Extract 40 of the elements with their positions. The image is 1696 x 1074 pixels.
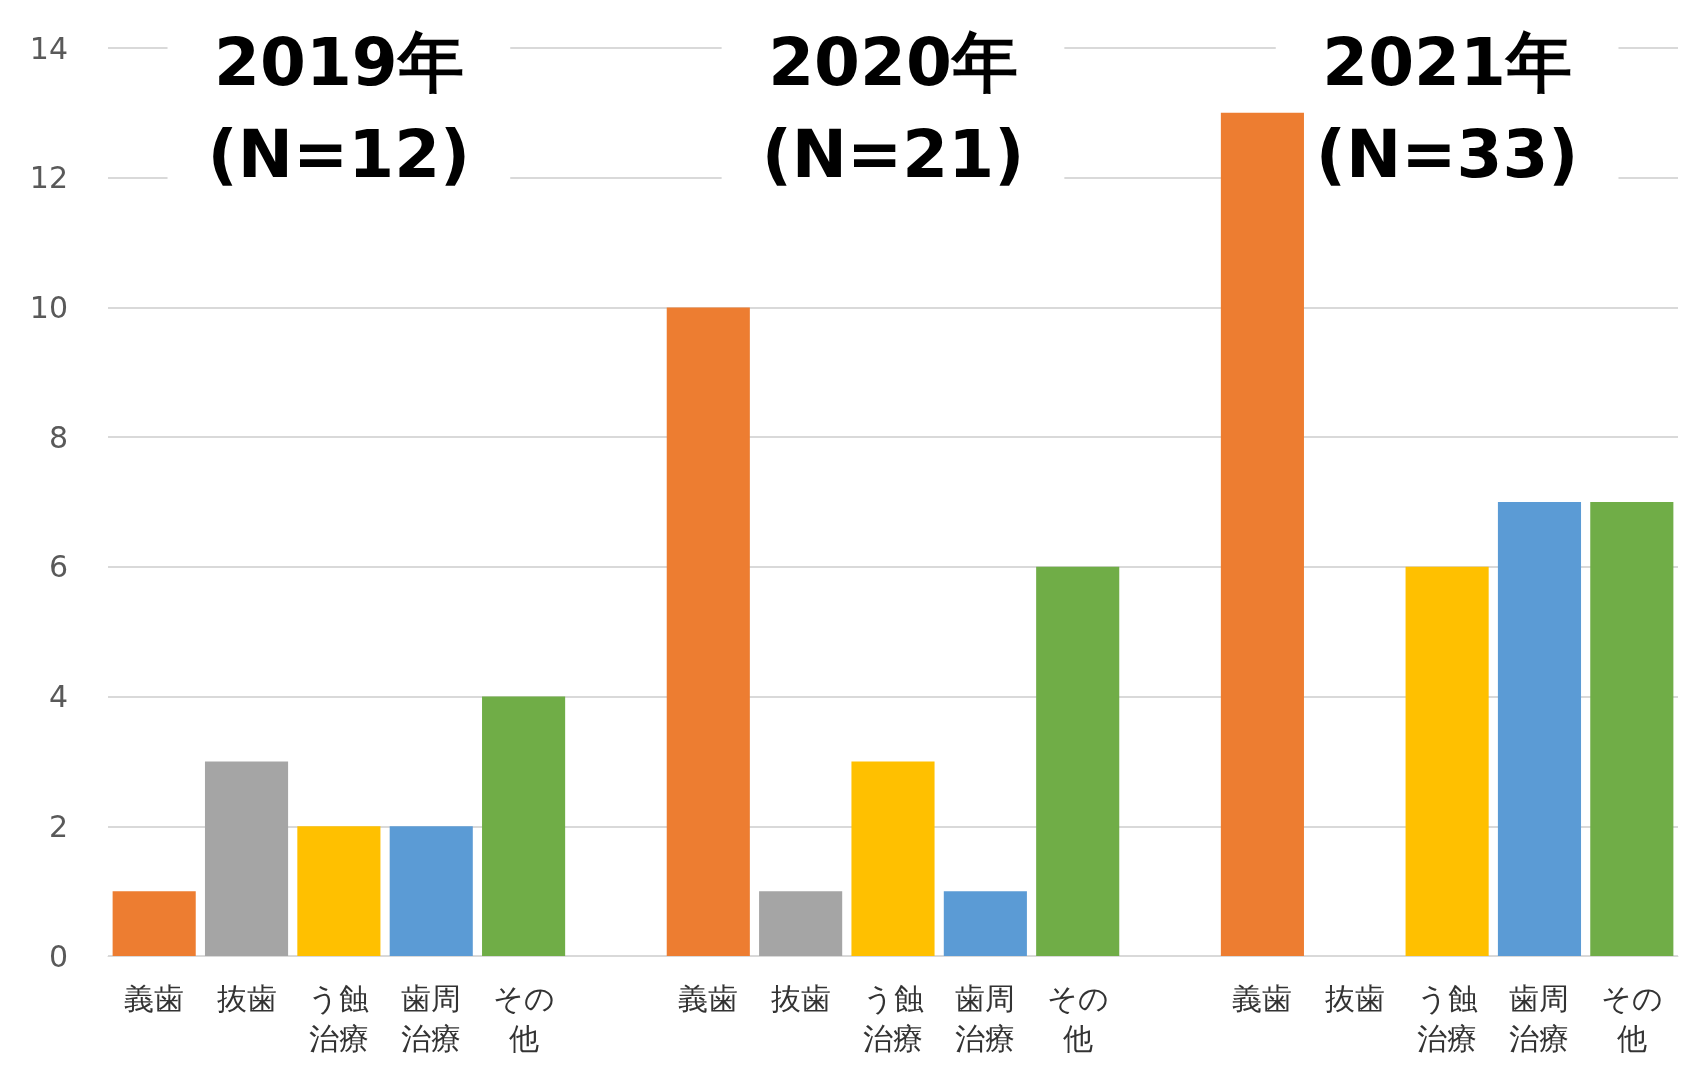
bar — [389, 826, 473, 956]
bar — [297, 826, 381, 956]
y-tick-label: 10 — [29, 289, 68, 325]
y-tick-label: 6 — [48, 549, 68, 585]
bar — [1497, 502, 1582, 956]
x-tick-label: 義歯 — [124, 980, 185, 1016]
bar — [943, 891, 1027, 956]
x-tick-label: その他 — [492, 980, 555, 1056]
x-tick-label: その他 — [1600, 980, 1663, 1056]
y-tick-label: 2 — [48, 808, 68, 844]
x-tick-label: う蝕治療 — [308, 980, 370, 1056]
bar — [759, 891, 843, 956]
y-tick-label: 12 — [29, 160, 68, 196]
bar — [851, 761, 935, 956]
annotation: 2021年 (N=33) — [1315, 23, 1579, 193]
bar — [1036, 566, 1120, 956]
x-tick-label: 歯周治療 — [1509, 980, 1570, 1056]
x-tick-label: その他 — [1046, 980, 1109, 1056]
bar — [1405, 566, 1489, 956]
bar — [1590, 502, 1674, 956]
x-tick-label: 抜歯 — [1324, 980, 1385, 1016]
annotation: 2019年 (N=12) — [207, 23, 471, 193]
x-tick-label: 義歯 — [1232, 980, 1293, 1016]
bar — [1220, 112, 1304, 956]
bar — [204, 761, 289, 956]
annotation: 2020年 (N=21) — [761, 23, 1025, 193]
y-tick-label: 8 — [48, 419, 68, 455]
x-tick-label: う蝕治療 — [1416, 980, 1478, 1056]
bar — [112, 891, 196, 956]
y-tick-label: 14 — [29, 30, 68, 66]
y-tick-label: 4 — [48, 679, 68, 715]
y-tick-label: 0 — [48, 938, 68, 974]
x-tick-label: 抜歯 — [770, 980, 831, 1016]
bar — [482, 696, 566, 956]
x-tick-label: 歯周治療 — [955, 980, 1016, 1056]
x-tick-label: 歯周治療 — [401, 980, 462, 1056]
x-tick-label: 抜歯 — [216, 980, 277, 1016]
x-tick-label: う蝕治療 — [862, 980, 924, 1056]
x-tick-label: 義歯 — [678, 980, 739, 1016]
bar — [666, 307, 750, 956]
